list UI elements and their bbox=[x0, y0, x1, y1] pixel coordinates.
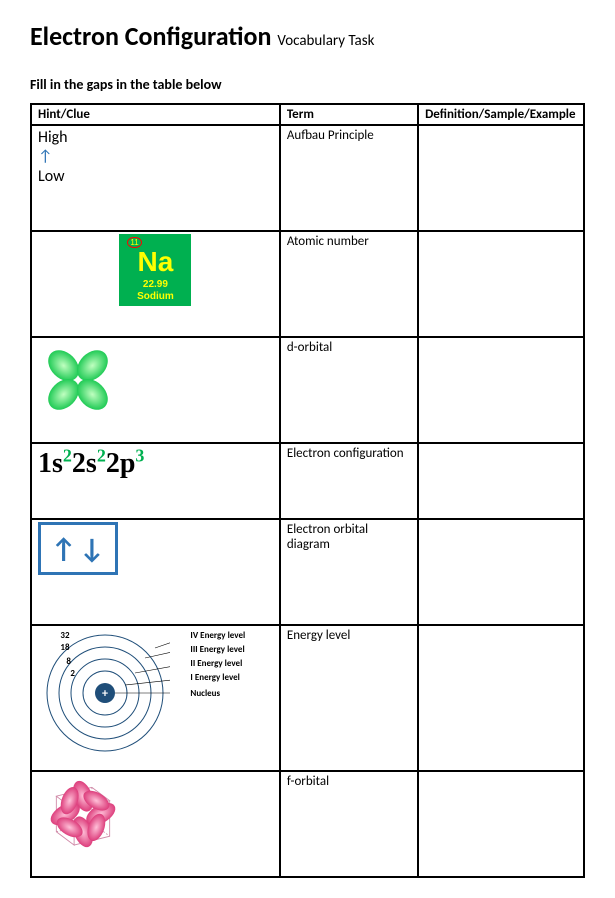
col-hint: Hint/Clue bbox=[31, 104, 280, 125]
d-orbital-icon bbox=[38, 340, 118, 420]
shell-count-1: 2 bbox=[70, 668, 75, 679]
shell-label-4: IV Energy level bbox=[190, 630, 245, 641]
term-cell: Electron configuration bbox=[280, 443, 418, 519]
hint-aufbau: High ↑ Low bbox=[31, 125, 280, 231]
low-label: Low bbox=[38, 167, 65, 186]
hint-atomic-number: 11 Na 22.99 Sodium bbox=[31, 231, 280, 337]
table-row: d-orbital bbox=[31, 337, 584, 443]
shell-count-4: 32 bbox=[60, 630, 69, 641]
high-label: High bbox=[38, 128, 68, 147]
definition-cell[interactable] bbox=[418, 519, 584, 625]
element-symbol: Na bbox=[119, 246, 191, 278]
hint-electron-config: 1s22s22p3 bbox=[31, 443, 280, 519]
definition-cell[interactable] bbox=[418, 443, 584, 519]
definition-cell[interactable] bbox=[418, 625, 584, 771]
term-cell: f-orbital bbox=[280, 771, 418, 877]
shell-count-2: 8 bbox=[66, 656, 71, 667]
nucleus-label: Nucleus bbox=[190, 688, 220, 699]
definition-cell[interactable] bbox=[418, 231, 584, 337]
spin-down-arrow: ↓ bbox=[79, 531, 104, 566]
shell-label-2: II Energy level bbox=[190, 658, 242, 669]
hint-orbital-diagram: ↑ ↓ bbox=[31, 519, 280, 625]
definition-cell[interactable] bbox=[418, 337, 584, 443]
term-cell: Electron orbital diagram bbox=[280, 519, 418, 625]
page-title: Electron Configuration Vocabulary Task bbox=[30, 20, 585, 52]
shell-label-3: III Energy level bbox=[190, 644, 244, 655]
orbital-box-icon: ↑ ↓ bbox=[38, 522, 118, 575]
term-cell: Atomic number bbox=[280, 231, 418, 337]
element-tile: 11 Na 22.99 Sodium bbox=[119, 234, 191, 306]
col-def: Definition/Sample/Example bbox=[418, 104, 584, 125]
term-cell: d-orbital bbox=[280, 337, 418, 443]
element-name: Sodium bbox=[119, 291, 191, 302]
term-cell: Aufbau Principle bbox=[280, 125, 418, 231]
table-row: + 32 18 8 2 IV Energy level III Energy l… bbox=[31, 625, 584, 771]
spin-up-arrow: ↑ bbox=[51, 531, 76, 566]
hint-d-orbital bbox=[31, 337, 280, 443]
table-row: 1s22s22p3 Electron configuration bbox=[31, 443, 584, 519]
instruction-text: Fill in the gaps in the table below bbox=[30, 76, 585, 93]
hint-f-orbital bbox=[31, 771, 280, 877]
table-header-row: Hint/Clue Term Definition/Sample/Example bbox=[31, 104, 584, 125]
electron-config-notation: 1s22s22p3 bbox=[38, 448, 144, 479]
definition-cell[interactable] bbox=[418, 125, 584, 231]
table-row: ↑ ↓ Electron orbital diagram bbox=[31, 519, 584, 625]
f-orbital-icon bbox=[38, 774, 128, 854]
up-arrow-icon: ↑ bbox=[38, 149, 273, 165]
table-row: High ↑ Low Aufbau Principle bbox=[31, 125, 584, 231]
energy-level-diagram: + 32 18 8 2 IV Energy level III Energy l… bbox=[40, 628, 270, 758]
shell-count-3: 18 bbox=[60, 642, 69, 653]
vocabulary-table: Hint/Clue Term Definition/Sample/Example… bbox=[30, 103, 585, 878]
table-row: f-orbital bbox=[31, 771, 584, 877]
element-mass: 22.99 bbox=[119, 279, 191, 290]
shell-label-1: I Energy level bbox=[190, 672, 239, 683]
definition-cell[interactable] bbox=[418, 771, 584, 877]
term-cell: Energy level bbox=[280, 625, 418, 771]
title-main: Electron Configuration bbox=[30, 20, 271, 52]
table-row: 11 Na 22.99 Sodium Atomic number bbox=[31, 231, 584, 337]
hint-energy-level: + 32 18 8 2 IV Energy level III Energy l… bbox=[31, 625, 280, 771]
col-term: Term bbox=[280, 104, 418, 125]
title-sub: Vocabulary Task bbox=[277, 32, 374, 50]
svg-text:+: + bbox=[102, 687, 108, 701]
